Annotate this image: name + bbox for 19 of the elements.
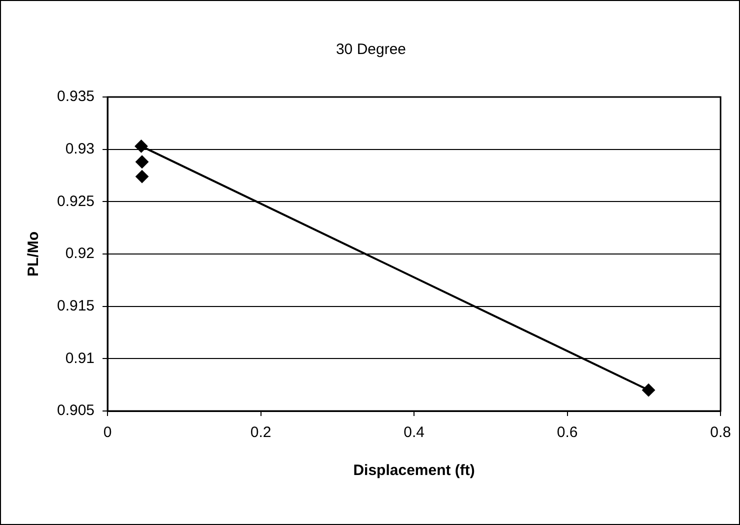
y-tick-label: 0.915 <box>56 297 95 314</box>
point <box>642 384 656 397</box>
point <box>136 170 149 184</box>
point <box>134 140 148 153</box>
y-tick-label: 0.905 <box>56 402 95 420</box>
y-axis-title: PL/Mo <box>25 232 42 276</box>
x-axis-title: Displacement (ft) <box>353 462 475 480</box>
x-tick-label: 0.6 <box>556 424 578 442</box>
y-tick-label: 0.925 <box>56 192 95 210</box>
x-tick-label: 0 <box>103 424 112 442</box>
x-tick-label: 0.8 <box>710 424 732 442</box>
y-tick-label: 0.91 <box>65 350 95 367</box>
y-tick-label: 0.935 <box>56 88 95 106</box>
y-tick-label: 0.92 <box>65 245 95 262</box>
point <box>136 155 149 168</box>
x-tick-label: 0.4 <box>404 424 424 442</box>
chart-title: 30 Degree <box>336 41 406 58</box>
x-tick-label: 0.2 <box>250 424 272 442</box>
y-tick-label: 0.93 <box>65 140 95 158</box>
